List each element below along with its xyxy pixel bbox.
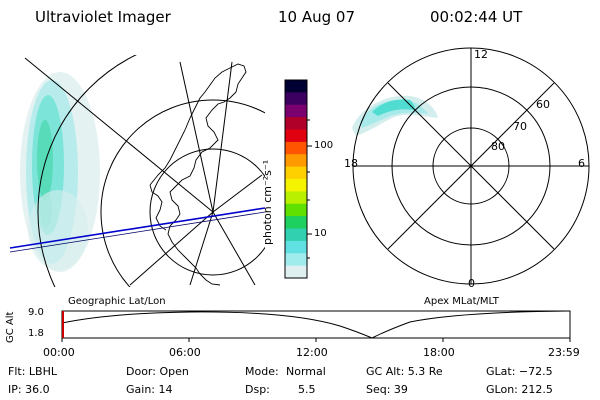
colorbar-swatch [285,104,307,118]
colorbar-tick-10: 10 [314,228,327,239]
altitude-xtick-0600: 06:00 [169,346,201,359]
status-dsp-label: Dsp: [245,383,270,396]
altitude-xtick-0000: 00:00 [43,346,75,359]
mlt-label-0: 0 [468,277,475,290]
colorbar-swatch [285,228,307,242]
colorbar [284,79,312,279]
status-gain: Gain: 14 [126,383,173,396]
altitude-ylabel: GC Alt [5,311,16,343]
altitude-ytick-9: 9.0 [28,307,44,318]
status-glat: GLat: −72.5 [486,365,553,378]
colorbar-swatch [285,216,307,230]
colorbar-swatch [285,191,307,205]
status-seq: Seq: 39 [366,383,408,396]
colorbar-label: photon cm⁻²s⁻¹ [261,159,274,245]
orbit-track [9,207,265,249]
status-filter: Flt: LBHL [8,365,57,378]
mlat-label-70: 70 [513,120,527,133]
colorbar-swatch [285,265,307,279]
altitude-xtick-1800: 18:00 [423,346,455,359]
colorbar-swatch [285,154,307,168]
polar-plot [352,47,590,285]
mlt-label-18: 18 [344,157,358,170]
date-label: 10 Aug 07 [278,8,355,26]
colorbar-swatch [285,92,307,106]
orbit-track-shadow [9,211,265,253]
aurora-emission-left [20,72,100,272]
colorbar-swatch [285,203,307,217]
time-label: 00:02:44 UT [430,8,523,26]
altitude-xtick-1200: 12:00 [296,346,328,359]
aurora-emission-right [352,95,438,136]
altitude-xtick-2359: 23:59 [548,346,580,359]
status-ip: IP: 36.0 [8,383,50,396]
altitude-curve [61,310,569,339]
status-door: Door: Open [126,365,189,378]
instrument-title: Ultraviolet Imager [35,8,171,26]
altitude-ytick-1: 1.8 [28,328,44,339]
status-glon: GLon: 212.5 [486,383,553,396]
status-mode-value: Normal [286,365,326,378]
colorbar-swatch [285,141,307,155]
colorbar-tick-100: 100 [314,140,334,151]
mlt-label-6: 6 [578,157,585,170]
geographic-caption: Geographic Lat/Lon [68,296,166,307]
colorbar-swatch [285,129,307,143]
mlat-label-60: 60 [536,98,550,111]
colorbar-swatch [285,117,307,131]
status-gc-alt: GC Alt: 5.3 Re [366,365,443,378]
colorbar-swatch [285,80,307,93]
status-dsp-value: 5.5 [298,383,316,396]
colorbar-swatch [285,253,307,267]
status-mode-label: Mode: [245,365,279,378]
altitude-plot [61,310,571,342]
apex-caption: Apex MLat/MLT [424,296,499,307]
colorbar-swatch [285,179,307,192]
geographic-grid [24,55,265,287]
geographic-map [9,55,265,287]
colorbar-swatch [285,240,307,254]
mlt-label-12: 12 [474,48,488,61]
mlat-label-80: 80 [491,140,505,153]
colorbar-swatch [285,166,307,180]
